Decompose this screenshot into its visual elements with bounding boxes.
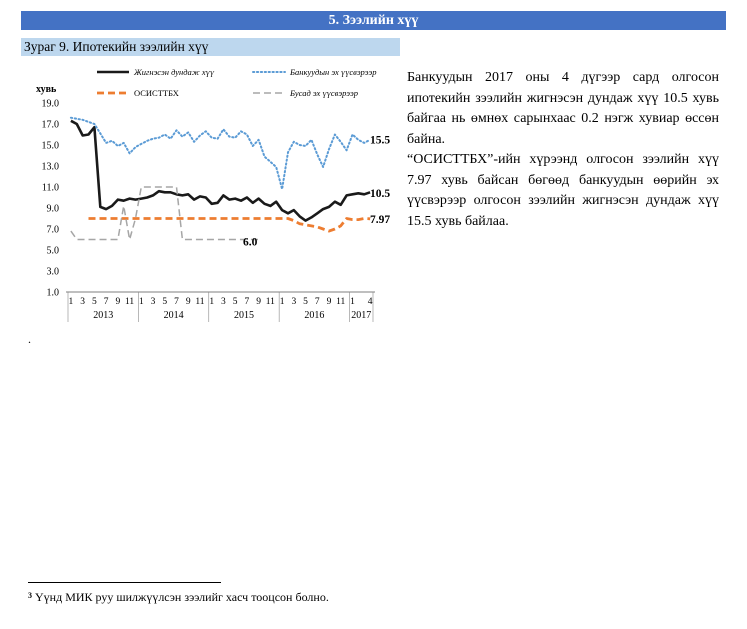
end-value-label: 6.0 — [243, 237, 258, 249]
year-label: 2017 — [351, 310, 371, 321]
y-tick-label: 17.0 — [42, 120, 60, 131]
x-tick-label: 9 — [115, 297, 120, 307]
y-tick-label: 9.0 — [47, 204, 60, 215]
series-line-4 — [70, 186, 259, 241]
end-value-label: 7.97 — [370, 214, 390, 226]
footnote-rule — [28, 582, 221, 583]
paragraph-1: Банкуудын 2017 оны 4 дүгээр сард олгосон… — [407, 70, 719, 147]
x-tick-label: 9 — [256, 297, 261, 307]
x-tick-label: 5 — [92, 297, 97, 307]
chart-container: 19.0 17.0 15.0 13.0 11.0 9.0 7.0 5.0 3.0 1.0 хувь 1… — [21, 58, 403, 330]
x-tick-label: 1 — [69, 297, 74, 307]
footnote: 3 Үүнд МИК руу шилжүүлсэн зээлийг хасч то… — [28, 590, 329, 605]
x-tick-label: 3 — [221, 297, 226, 307]
series-line-3 — [88, 217, 371, 233]
x-tick-label: 5 — [233, 297, 238, 307]
year-label: 2014 — [164, 310, 184, 321]
x-tick-label: 7 — [315, 297, 320, 307]
figure-caption: Зураг 9. Ипотекийн зээлийн хүү — [21, 38, 400, 56]
y-tick-label: 5.0 — [47, 246, 60, 257]
mortgage-rate-chart: 19.0 17.0 15.0 13.0 11.0 9.0 7.0 5.0 3.0 1.0 хувь 1… — [36, 67, 390, 322]
y-tick-label: 7.0 — [47, 225, 60, 236]
y-tick-label: 1.0 — [47, 288, 60, 299]
x-tick-label: 1 — [209, 297, 214, 307]
x-tick-label: 1 — [280, 297, 285, 307]
series-line-1 — [70, 119, 371, 222]
x-tick-label: 9 — [186, 297, 191, 307]
x-tick-label: 7 — [174, 297, 179, 307]
stray-mark: . — [28, 332, 31, 346]
end-value-label: 15.5 — [370, 134, 390, 146]
x-tick-label: 3 — [151, 297, 156, 307]
x-tick-label: 11 — [336, 297, 345, 307]
year-label: 2013 — [93, 310, 113, 321]
legend-label: ОСИСТТБХ — [134, 88, 179, 98]
x-tick-label: 1 — [139, 297, 144, 307]
y-tick-label: 3.0 — [47, 267, 60, 278]
x-tick-label: 4 — [368, 297, 373, 307]
x-tick-label: 11 — [266, 297, 275, 307]
footnote-marker: 3 — [28, 591, 32, 600]
y-tick-label: 11.0 — [42, 183, 59, 194]
y-tick-label: 15.0 — [42, 141, 60, 152]
x-tick-label: 11 — [195, 297, 204, 307]
year-label: 2016 — [304, 310, 324, 321]
x-tick-label: 1 — [350, 297, 355, 307]
x-tick-label: 5 — [162, 297, 167, 307]
paragraph-2: “ОСИСТТБХ”-ийн хүрээнд олгосон зээлийн х… — [407, 152, 719, 229]
legend-label: Бусад эх үүсвэрээр — [289, 88, 358, 98]
footnote-text: Үүнд МИК руу шилжүүлсэн зээлийг хасч тоо… — [35, 590, 329, 604]
y-tick-label: 13.0 — [42, 162, 60, 173]
year-label: 2015 — [234, 310, 254, 321]
x-tick-label: 9 — [327, 297, 332, 307]
x-tick-label: 7 — [104, 297, 109, 307]
x-tick-label: 11 — [125, 297, 134, 307]
section-header: 5. Зээлийн хүү — [21, 11, 726, 30]
y-axis-label: хувь — [36, 84, 57, 95]
x-tick-label: 5 — [303, 297, 308, 307]
end-value-label: 10.5 — [370, 188, 390, 200]
x-tick-label: 3 — [291, 297, 296, 307]
x-tick-label: 3 — [80, 297, 85, 307]
legend-label: Банкуудын эх үүсвэрээр — [289, 67, 376, 77]
x-tick-label: 7 — [245, 297, 250, 307]
series-line-2 — [69, 116, 372, 191]
y-tick-label: 19.0 — [42, 99, 60, 110]
legend-label: Жигнэсэн дундаж хүү — [133, 67, 215, 77]
